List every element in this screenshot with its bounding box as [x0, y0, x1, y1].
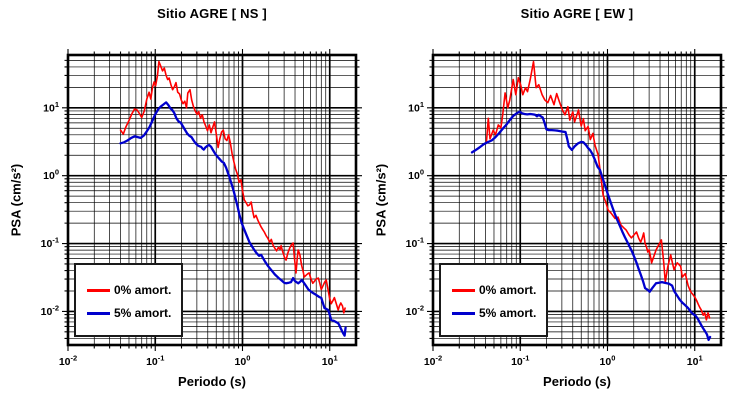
legend-item-label: 0% amort. — [114, 283, 172, 297]
legend-item-label: 5% amort. — [114, 306, 172, 320]
legend-ns: 0% amort. 5% amort. — [74, 263, 183, 337]
grid-major — [433, 55, 721, 345]
plot-frame — [431, 53, 723, 347]
plot-svg-ew: 10-2 10-1 100 101 10-2 10-1 100 101 — [406, 49, 727, 369]
tick-label: 100 — [235, 354, 251, 369]
legend-item-label: 5% amort. — [479, 306, 537, 320]
tick-label: 100 — [408, 168, 424, 183]
tick-label: 101 — [687, 354, 703, 369]
legend-item: 0% amort. — [76, 282, 181, 298]
legend-item: 5% amort. — [76, 305, 181, 321]
legend-line-swatch — [87, 289, 110, 292]
tick-label: 101 — [322, 354, 338, 369]
tick-label: 101 — [408, 100, 424, 115]
series-blue-5pct — [119, 101, 347, 337]
series-blue-5pct — [470, 110, 712, 342]
tick-label: 10-2 — [424, 354, 442, 369]
legend-ew: 0% amort. 5% amort. — [439, 263, 548, 337]
tick-label: 10-1 — [511, 354, 529, 369]
grid-minor — [433, 55, 721, 345]
grid-minor — [68, 55, 356, 345]
axis-ticks — [427, 49, 727, 351]
tick-label: 10-1 — [41, 236, 59, 251]
tick-label: 10-2 — [41, 303, 59, 318]
tick-label: 100 — [43, 168, 59, 183]
legend-line-swatch — [452, 289, 475, 292]
legend-item: 0% amort. — [441, 282, 546, 298]
series-red-0pct — [119, 60, 346, 314]
axis-ticks — [62, 49, 362, 351]
legend-item-label: 0% amort. — [479, 283, 537, 297]
tick-label: 10-1 — [406, 236, 424, 251]
legend-item: 5% amort. — [441, 305, 546, 321]
legend-line-swatch — [452, 312, 475, 315]
chart-title-ns: Sitio AGRE [ NS ] — [157, 6, 267, 21]
tick-label: 10-2 — [406, 303, 424, 318]
tick-label: 10-2 — [59, 354, 77, 369]
tick-label: 100 — [600, 354, 616, 369]
chart-panel-ew: Sitio AGRE [ EW ] PSA (cm/s²) 10-2 10-1 10… — [365, 0, 730, 400]
curves — [119, 60, 347, 337]
x-axis-label-ns: Periodo (s) — [178, 374, 246, 389]
curves — [470, 60, 712, 342]
tick-label: 101 — [43, 100, 59, 115]
x-axis-label-ew: Periodo (s) — [543, 374, 611, 389]
plot-svg-ns: 10-2 10-1 100 101 10-2 10-1 100 101 — [41, 49, 362, 369]
chart-title-ew: Sitio AGRE [ EW ] — [520, 6, 634, 21]
grid-major — [68, 55, 356, 345]
series-red-0pct — [485, 60, 711, 321]
legend-line-swatch — [87, 312, 110, 315]
plot-frame — [66, 53, 358, 347]
tick-label: 10-1 — [146, 354, 164, 369]
chart-panel-ns: Sitio AGRE [ NS ] PSA (cm/s²) 10-2 10-1 10… — [9, 6, 362, 389]
